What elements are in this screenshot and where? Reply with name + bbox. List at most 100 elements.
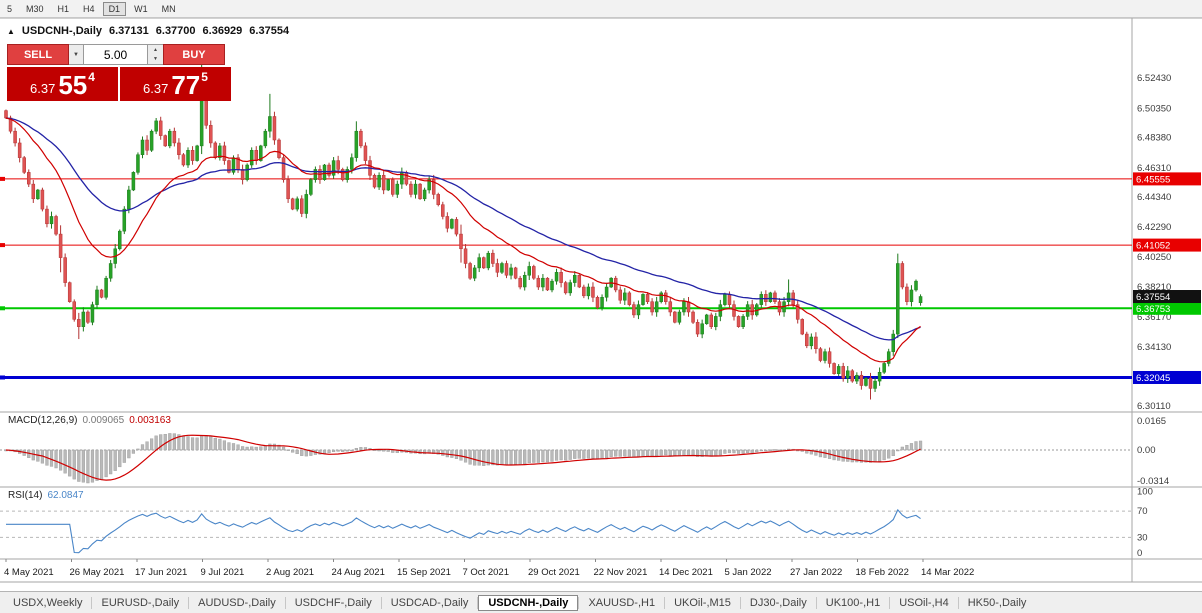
svg-text:6.41052: 6.41052 xyxy=(1136,241,1170,252)
tab-eurusd-daily[interactable]: EURUSD-,Daily xyxy=(101,596,180,609)
svg-text:2 Aug 2021: 2 Aug 2021 xyxy=(266,567,314,578)
tab-separator xyxy=(578,596,580,609)
tab-separator xyxy=(957,596,959,609)
svg-text:22 Nov 2021: 22 Nov 2021 xyxy=(594,567,648,578)
svg-text:26 May 2021: 26 May 2021 xyxy=(70,567,125,578)
svg-text:14 Dec 2021: 14 Dec 2021 xyxy=(659,567,713,578)
volume-input[interactable]: 5.00 xyxy=(84,44,148,65)
symbol-name: USDCNH-,Daily xyxy=(21,25,102,37)
tab-ukoil-m15[interactable]: UKOil-,M15 xyxy=(674,596,731,609)
sell-button[interactable]: SELL xyxy=(7,44,69,65)
tab-separator xyxy=(188,596,190,609)
volume-stepper[interactable]: ▲ ▼ xyxy=(148,44,163,65)
price-badge: 6.32045 xyxy=(1133,370,1201,384)
sell-price-point: 4 xyxy=(88,70,95,84)
sell-price-pips: 55 xyxy=(58,70,88,101)
svg-text:24 Aug 2021: 24 Aug 2021 xyxy=(332,567,385,578)
rsi-value: 62.0847 xyxy=(47,490,84,501)
svg-text:70: 70 xyxy=(1137,506,1148,517)
svg-text:6.50350: 6.50350 xyxy=(1137,103,1171,114)
svg-text:18 Feb 2022: 18 Feb 2022 xyxy=(856,567,909,578)
svg-text:15 Sep 2021: 15 Sep 2021 xyxy=(397,567,451,578)
svg-text:7 Oct 2021: 7 Oct 2021 xyxy=(463,567,509,578)
tab-usoil-h4[interactable]: USOil-,H4 xyxy=(899,596,949,609)
tab-separator xyxy=(284,596,286,609)
svg-text:6.37554: 6.37554 xyxy=(1136,292,1170,303)
timeframe-h4[interactable]: H4 xyxy=(83,3,95,14)
timeframe-mn[interactable]: MN xyxy=(161,3,176,14)
buy-price-main: 6.37 xyxy=(143,81,169,96)
buy-price-point: 5 xyxy=(201,70,208,84)
horizontal-level-lines[interactable] xyxy=(0,176,1132,380)
timeframe-h1[interactable]: H1 xyxy=(57,3,70,14)
macd-signal-line xyxy=(5,434,921,481)
stepper-up-icon[interactable]: ▲ xyxy=(148,45,163,55)
tab-usdcnh-daily[interactable]: USDCNH-,Daily xyxy=(478,594,579,611)
svg-text:6.52430: 6.52430 xyxy=(1137,73,1171,84)
svg-text:17 Jun 2021: 17 Jun 2021 xyxy=(135,567,187,578)
buy-price-box[interactable]: 6.37 77 5 xyxy=(120,67,231,101)
tab-separator xyxy=(91,596,93,609)
chevron-down-icon: ▼ xyxy=(73,51,79,58)
timeframe-5[interactable]: 5 xyxy=(7,3,13,14)
timeframe-w1[interactable]: W1 xyxy=(134,3,148,14)
svg-text:-0.0314: -0.0314 xyxy=(1137,476,1169,487)
svg-text:6.44340: 6.44340 xyxy=(1137,192,1171,203)
ohlc-close: 6.37554 xyxy=(249,25,290,37)
macd-main-value: 0.009065 xyxy=(82,415,125,426)
svg-text:6.40250: 6.40250 xyxy=(1137,252,1171,263)
tab-separator xyxy=(815,596,817,609)
svg-text:6.32045: 6.32045 xyxy=(1136,373,1170,384)
timeframe-d1[interactable]: D1 xyxy=(102,1,127,16)
svg-text:6.36753: 6.36753 xyxy=(1136,304,1170,315)
svg-text:0.0165: 0.0165 xyxy=(1137,416,1166,427)
svg-text:9 Jul 2021: 9 Jul 2021 xyxy=(201,567,245,578)
tab-xauusd-h1[interactable]: XAUUSD-,H1 xyxy=(588,596,656,609)
tab-separator xyxy=(739,596,741,609)
volume-dropdown-button[interactable]: ▼ xyxy=(69,44,84,65)
svg-text:4 May 2021: 4 May 2021 xyxy=(4,567,54,578)
svg-text:14 Mar 2022: 14 Mar 2022 xyxy=(921,567,974,578)
tab-separator xyxy=(664,596,666,609)
panel-separators xyxy=(0,17,1202,583)
tab-audusd-daily[interactable]: AUDUSD-,Daily xyxy=(198,596,276,609)
tab-usdx-weekly[interactable]: USDX,Weekly xyxy=(13,596,83,609)
ohlc-high: 6.37700 xyxy=(155,25,196,37)
rsi-indicator-label: RSI(14) 62.0847 xyxy=(8,490,84,501)
tab-usdcad-daily[interactable]: USDCAD-,Daily xyxy=(390,596,469,609)
svg-text:27 Jan 2022: 27 Jan 2022 xyxy=(790,567,842,578)
svg-text:5 Jan 2022: 5 Jan 2022 xyxy=(725,567,772,578)
buy-price-pips: 77 xyxy=(171,70,201,101)
svg-text:6.38210: 6.38210 xyxy=(1137,282,1171,293)
macd-signal-value: 0.003163 xyxy=(129,415,171,426)
price-axis: 6.52430 6.50350 6.48380 6.46310 6.44340 6.422… xyxy=(1137,73,1171,412)
sell-price-box[interactable]: 6.37 55 4 xyxy=(7,67,118,101)
macd-indicator-label: MACD(12,26,9) 0.009065 0.003163 xyxy=(8,415,171,426)
timeframe-m30[interactable]: M30 xyxy=(26,3,44,14)
svg-text:6.36170: 6.36170 xyxy=(1137,312,1171,323)
svg-text:29 Oct 2021: 29 Oct 2021 xyxy=(528,567,580,578)
ohlc-open: 6.37131 xyxy=(109,25,149,37)
tab-separator xyxy=(380,596,382,609)
tab-dj30-daily[interactable]: DJ30-,Daily xyxy=(749,596,807,609)
tab-separator xyxy=(889,596,891,609)
svg-text:30: 30 xyxy=(1137,532,1148,543)
macd-histogram xyxy=(4,433,923,484)
svg-text:6.48380: 6.48380 xyxy=(1137,132,1171,143)
price-badge: 6.36753 xyxy=(1133,301,1201,315)
chart-icon: ▲ xyxy=(7,26,15,36)
sell-price-main: 6.37 xyxy=(30,81,56,96)
tab-uk100-h1[interactable]: UK100-,H1 xyxy=(825,596,881,609)
tab-hk50-daily[interactable]: HK50-,Daily xyxy=(967,596,1027,609)
tab-usdchf-daily[interactable]: USDCHF-,Daily xyxy=(294,596,372,609)
svg-text:0: 0 xyxy=(1137,548,1142,559)
buy-button[interactable]: BUY xyxy=(163,44,225,65)
rsi-name: RSI(14) xyxy=(8,490,43,501)
macd-axis: 0.0165 0.00 -0.0314 xyxy=(1137,416,1169,487)
ma-fast-line xyxy=(5,117,921,363)
svg-text:100: 100 xyxy=(1137,487,1153,498)
symbol-header: ▲ USDCNH-,Daily 6.37131 6.37700 6.36929 … xyxy=(7,25,289,37)
svg-text:6.42290: 6.42290 xyxy=(1137,222,1171,233)
stepper-down-icon[interactable]: ▼ xyxy=(148,54,163,64)
